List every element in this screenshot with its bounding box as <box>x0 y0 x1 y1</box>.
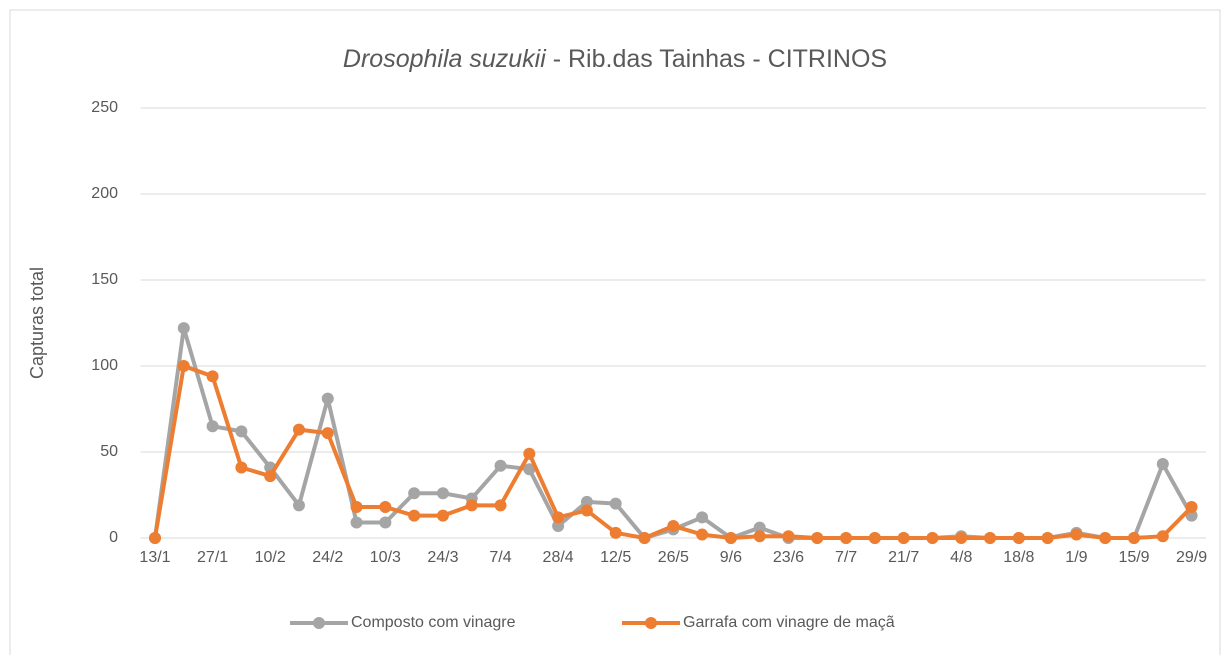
data-point <box>408 487 421 500</box>
legend-label: Garrafa com vinagre de maçã <box>683 614 895 631</box>
x-tick-label: 26/5 <box>658 549 689 566</box>
data-point <box>1128 532 1141 544</box>
x-tick-label: 28/4 <box>543 549 574 566</box>
data-point <box>148 532 161 544</box>
data-point <box>408 509 421 522</box>
data-point <box>292 499 305 512</box>
data-point <box>1070 528 1083 541</box>
data-point <box>1156 530 1169 543</box>
data-point <box>436 509 449 522</box>
data-point <box>523 447 536 460</box>
data-point <box>379 516 392 529</box>
data-point <box>523 463 536 476</box>
data-point <box>580 495 593 508</box>
data-point <box>696 511 709 524</box>
data-point <box>926 532 939 544</box>
data-point <box>1156 458 1169 471</box>
data-point <box>811 532 824 544</box>
y-tick-label: 0 <box>109 529 118 546</box>
data-point <box>350 501 363 514</box>
data-point <box>753 521 766 534</box>
y-tick-label: 100 <box>91 357 118 374</box>
data-point <box>782 530 795 543</box>
x-tick-label: 7/7 <box>835 549 857 566</box>
data-point <box>840 532 853 544</box>
title-rest: - Rib.das Tainhas - CITRINOS <box>546 45 887 73</box>
data-point <box>494 459 507 472</box>
y-tick-label: 150 <box>91 271 118 288</box>
data-point <box>379 501 392 514</box>
data-point <box>1012 532 1025 544</box>
x-tick-label: 29/9 <box>1176 549 1207 566</box>
data-point <box>1185 501 1198 514</box>
data-point <box>177 322 190 335</box>
y-tick-label: 200 <box>91 185 118 202</box>
data-point <box>350 516 363 529</box>
x-tick-label: 24/3 <box>427 549 458 566</box>
x-tick-label: 27/1 <box>197 549 228 566</box>
x-tick-label: 18/8 <box>1003 549 1034 566</box>
data-point <box>206 420 219 433</box>
title-italic: Drosophila suzukii <box>343 45 547 73</box>
legend-marker <box>313 617 325 629</box>
data-point <box>552 519 565 532</box>
x-tick-label: 4/8 <box>950 549 972 566</box>
chart-title: Drosophila suzukii - Rib.das Tainhas - C… <box>343 45 887 73</box>
data-point <box>609 526 622 539</box>
x-tick-label: 12/5 <box>600 549 631 566</box>
y-axis-label: Capturas total <box>27 267 47 379</box>
data-point <box>292 423 305 436</box>
y-tick-label: 250 <box>91 99 118 116</box>
data-point <box>696 528 709 541</box>
legend-marker <box>645 617 657 629</box>
data-point <box>1041 532 1054 544</box>
data-point <box>609 497 622 510</box>
data-point <box>667 519 680 532</box>
x-tick-label: 23/6 <box>773 549 804 566</box>
x-tick-label: 10/3 <box>370 549 401 566</box>
data-point <box>235 425 248 438</box>
data-point <box>494 499 507 512</box>
data-point <box>235 461 248 474</box>
data-point <box>1099 532 1112 544</box>
data-point <box>321 427 334 440</box>
y-tick-label: 50 <box>100 443 118 460</box>
data-point <box>897 532 910 544</box>
data-point <box>552 511 565 524</box>
x-tick-label: 1/9 <box>1065 549 1087 566</box>
x-tick-label: 10/2 <box>255 549 286 566</box>
x-tick-label: 15/9 <box>1118 549 1149 566</box>
data-point <box>436 487 449 500</box>
x-tick-label: 13/1 <box>139 549 170 566</box>
data-point <box>724 532 737 544</box>
legend-label: Composto com vinagre <box>351 614 516 631</box>
data-point <box>868 532 881 544</box>
data-point <box>465 499 478 512</box>
data-point <box>321 392 334 405</box>
x-tick-label: 9/6 <box>720 549 742 566</box>
x-tick-label: 7/4 <box>489 549 511 566</box>
data-point <box>955 532 968 544</box>
data-point <box>206 370 219 383</box>
data-point <box>264 470 277 483</box>
chart-frame <box>9 9 1221 660</box>
data-point <box>638 532 651 544</box>
data-point <box>177 360 190 372</box>
x-tick-label: 21/7 <box>888 549 919 566</box>
data-point <box>753 530 766 543</box>
data-point <box>580 504 593 517</box>
x-tick-label: 24/2 <box>312 549 343 566</box>
data-point <box>984 532 997 544</box>
